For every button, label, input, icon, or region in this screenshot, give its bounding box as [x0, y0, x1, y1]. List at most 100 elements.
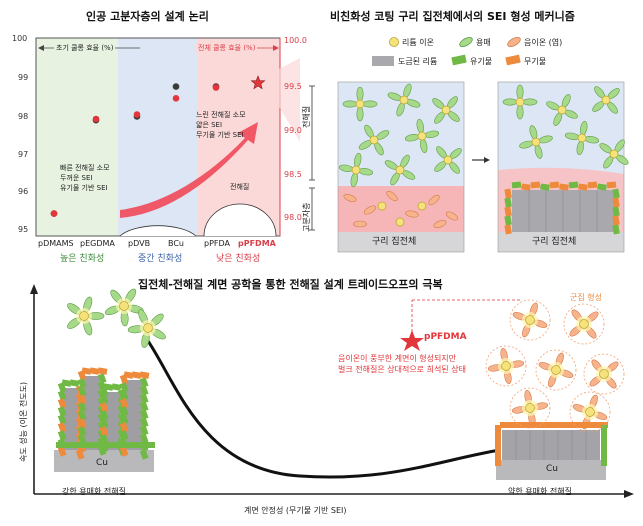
point-overall-pEGDMA	[92, 115, 100, 123]
cluster-outline	[583, 353, 625, 395]
y-left-tick: 96	[18, 187, 29, 196]
organic-sei-icon	[597, 183, 607, 191]
organic-sei-icon	[77, 386, 87, 397]
organic-sei-icon	[119, 382, 129, 393]
organic-sei-icon	[83, 442, 92, 448]
point-overall-pPFDMA	[250, 75, 266, 90]
organic-sei-icon	[99, 410, 109, 421]
organic-sei-icon	[57, 390, 67, 401]
li-ion-icon	[143, 323, 153, 333]
organic-sei-icon	[601, 425, 607, 434]
inorganic-sei-icon	[549, 181, 560, 189]
collector-label-left: 구리 집전체	[372, 237, 417, 247]
organic-sei-icon	[568, 181, 579, 189]
annotation-right-2: 얇은 SEI	[196, 121, 223, 129]
right-arrowhead	[273, 45, 279, 51]
li-ion-icon	[417, 131, 427, 141]
cluster-label: 군집 형성	[570, 293, 602, 302]
organic-sei-icon	[119, 406, 129, 417]
axis-electrolyte-label: 전해질	[302, 105, 311, 128]
left-plated-li-column	[84, 376, 100, 450]
anion-icon	[405, 210, 419, 218]
organic-sei-icon	[137, 442, 146, 448]
chart-svg	[35, 37, 300, 237]
legend-plated-li-label: 도금된 리튬	[398, 57, 438, 66]
y-left-label: 초기 쿨롱 효율 (%)	[54, 43, 116, 53]
inorganic-sei-icon	[131, 371, 142, 379]
li-ion-icon	[441, 105, 451, 115]
cluster-outline	[535, 349, 577, 391]
zoom-connector	[262, 58, 300, 142]
solvent-icon	[356, 106, 364, 122]
legend-solvent-icon	[459, 36, 473, 48]
process-arrowhead	[484, 157, 490, 163]
organic-sei-icon	[101, 442, 110, 448]
right-caption: 약한 용매화 전해질	[508, 487, 572, 496]
region-label-high: 높은 친화성	[60, 254, 105, 264]
category-label: pPFDMA	[238, 239, 276, 248]
inorganic-sei-icon	[509, 422, 518, 428]
y-right-tick: 98.0	[284, 213, 302, 222]
legend-li-ion-icon	[389, 37, 399, 47]
inorganic-sei-icon	[97, 367, 108, 375]
organic-sei-icon	[111, 383, 122, 391]
legend-anion-icon	[507, 36, 521, 48]
y-right-label: 전체 쿨롱 효율 (%)	[196, 43, 258, 53]
inorganic-sei-icon	[504, 206, 512, 217]
region-label-mid: 중간 친화성	[138, 254, 183, 264]
inorganic-sei-icon	[495, 425, 501, 434]
organic-sei-icon	[139, 393, 149, 404]
inorganic-sei-icon	[123, 371, 134, 379]
annotation-electrolyte: 전해질	[230, 183, 250, 191]
right-cu-substrate	[496, 460, 606, 480]
inorganic-sei-icon	[518, 422, 527, 428]
organic-sei-icon	[97, 373, 107, 384]
li-ion-icon	[369, 135, 379, 145]
solvent-icon	[516, 104, 524, 120]
inorganic-sei-icon	[612, 197, 620, 208]
left-arrowhead	[38, 45, 44, 51]
inorganic-sei-icon	[590, 422, 599, 428]
li-ion-icon	[585, 407, 595, 417]
left-plated-li-column	[126, 380, 142, 450]
tradeoff-x-label: 계면 안정성 (무기물 기반 SEI)	[244, 506, 347, 515]
li-ion-icon	[119, 301, 129, 311]
li-ion-icon	[417, 201, 427, 211]
organic-sei-icon	[57, 430, 67, 441]
organic-sei-icon	[119, 414, 129, 425]
annotation-left-3: 유기물 기반 SEI	[60, 184, 108, 192]
inorganic-sei-icon	[77, 418, 87, 429]
inorganic-sei-icon	[572, 422, 581, 428]
mechanism-panel	[300, 30, 640, 270]
cluster-outline	[485, 345, 527, 387]
annotation-right-3: 무기물 기반 SEI	[196, 131, 244, 139]
y-right-tick: 100.0	[284, 36, 307, 45]
organic-sei-icon	[57, 406, 67, 417]
right-plated-li	[502, 430, 600, 460]
organic-sei-icon	[139, 401, 149, 412]
cluster-outline	[569, 391, 611, 433]
inorganic-sei-icon	[527, 422, 536, 428]
li-ion-icon	[443, 155, 453, 165]
mechanism-svg	[309, 36, 629, 253]
cell-left-collector	[338, 232, 464, 252]
organic-sei-icon	[77, 426, 87, 437]
y-left-tick: 98	[18, 112, 29, 121]
category-label: pDVB	[128, 239, 151, 248]
right-cu-label: Cu	[546, 464, 558, 474]
solvent-icon	[502, 98, 518, 106]
point-overall-BCu	[172, 95, 180, 102]
inorganic-sei-icon	[119, 446, 129, 457]
cluster-outline	[563, 303, 605, 345]
tradeoff-x-arrowhead	[624, 490, 634, 498]
organic-sei-icon	[77, 402, 87, 413]
li-ion-icon	[531, 137, 541, 147]
organic-sei-icon	[65, 442, 74, 448]
organic-sei-icon	[110, 442, 119, 448]
legend-solvent-label: 용매	[476, 38, 491, 47]
inorganic-sei-icon	[89, 367, 100, 375]
inorganic-sei-icon	[606, 181, 617, 189]
legend-organic-label: 유기물	[470, 57, 493, 66]
organic-sei-icon	[128, 442, 137, 448]
li-ion-icon	[515, 97, 525, 107]
